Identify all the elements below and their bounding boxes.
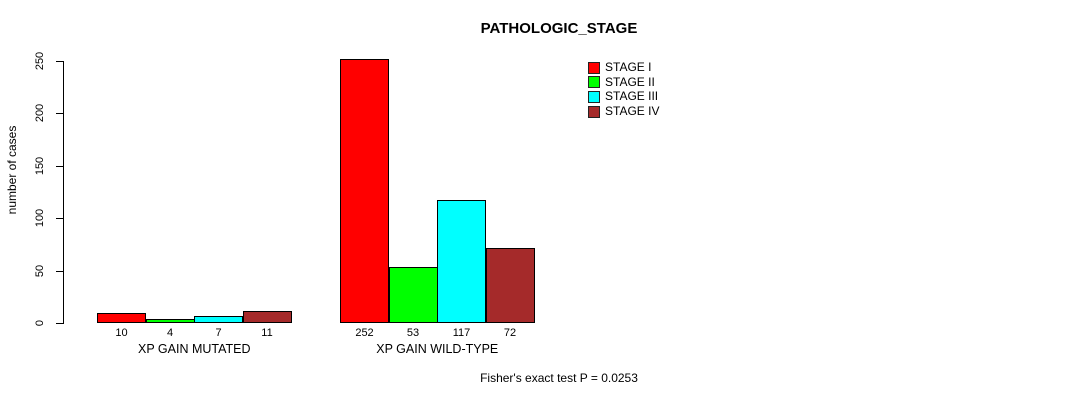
legend-item: STAGE IV	[588, 104, 659, 119]
bar-value-label: 252	[355, 327, 374, 339]
bar-stage-iii	[437, 200, 486, 323]
bar-stage-iv	[242, 311, 292, 323]
bar-stage-i	[340, 58, 389, 323]
legend-item: STAGE II	[588, 75, 655, 90]
legend-label: STAGE II	[605, 74, 655, 89]
bar-stage-ii	[145, 318, 195, 323]
bar-value-label: 7	[215, 327, 222, 339]
chart-title: PATHOLOGIC_STAGE	[480, 20, 638, 37]
bar-value-label: 11	[261, 327, 273, 339]
stats-annotation: Fisher's exact test P = 0.0253	[480, 371, 638, 385]
y-axis-tick	[56, 113, 63, 115]
y-axis-tick	[56, 165, 63, 167]
bar-value-label: 53	[406, 327, 420, 339]
group-label: XP GAIN WILD-TYPE	[376, 342, 499, 356]
y-axis-label: number of cases	[5, 125, 19, 215]
y-axis-tick-label: 100	[34, 209, 46, 228]
bar-value-label: 4	[166, 327, 174, 339]
bar-stage-iii	[194, 315, 243, 323]
y-axis-tick	[56, 323, 63, 324]
y-axis-line	[63, 61, 64, 324]
y-axis-tick-label: 250	[34, 51, 46, 71]
legend-swatch-stage-iii	[588, 90, 600, 103]
legend-item: STAGE III	[588, 89, 658, 104]
y-axis-tick-label: 150	[34, 156, 46, 175]
bar-value-label: 117	[452, 327, 471, 339]
y-axis-tick-label: 0	[34, 319, 46, 327]
bar-stage-i	[97, 312, 146, 323]
y-axis-tick	[56, 218, 63, 220]
y-axis-tick	[56, 61, 63, 62]
legend-label: STAGE I	[605, 60, 652, 74]
group-label: XP GAIN MUTATED	[137, 342, 251, 356]
legend-swatch-stage-iv	[588, 105, 600, 118]
legend-item: STAGE I	[588, 60, 651, 75]
legend-label: STAGE IV	[605, 104, 660, 119]
legend-swatch-stage-i	[588, 61, 600, 74]
y-axis-tick-label: 200	[34, 104, 46, 123]
legend-label: STAGE III	[605, 89, 659, 104]
bar-value-label: 72	[503, 327, 517, 339]
bar-stage-iv	[485, 247, 535, 323]
y-axis-tick-label: 50	[34, 264, 46, 277]
y-axis-tick	[56, 270, 63, 272]
bar-stage-ii	[388, 267, 438, 323]
legend-swatch-stage-ii	[588, 76, 600, 89]
bar-value-label: 10	[115, 327, 128, 339]
